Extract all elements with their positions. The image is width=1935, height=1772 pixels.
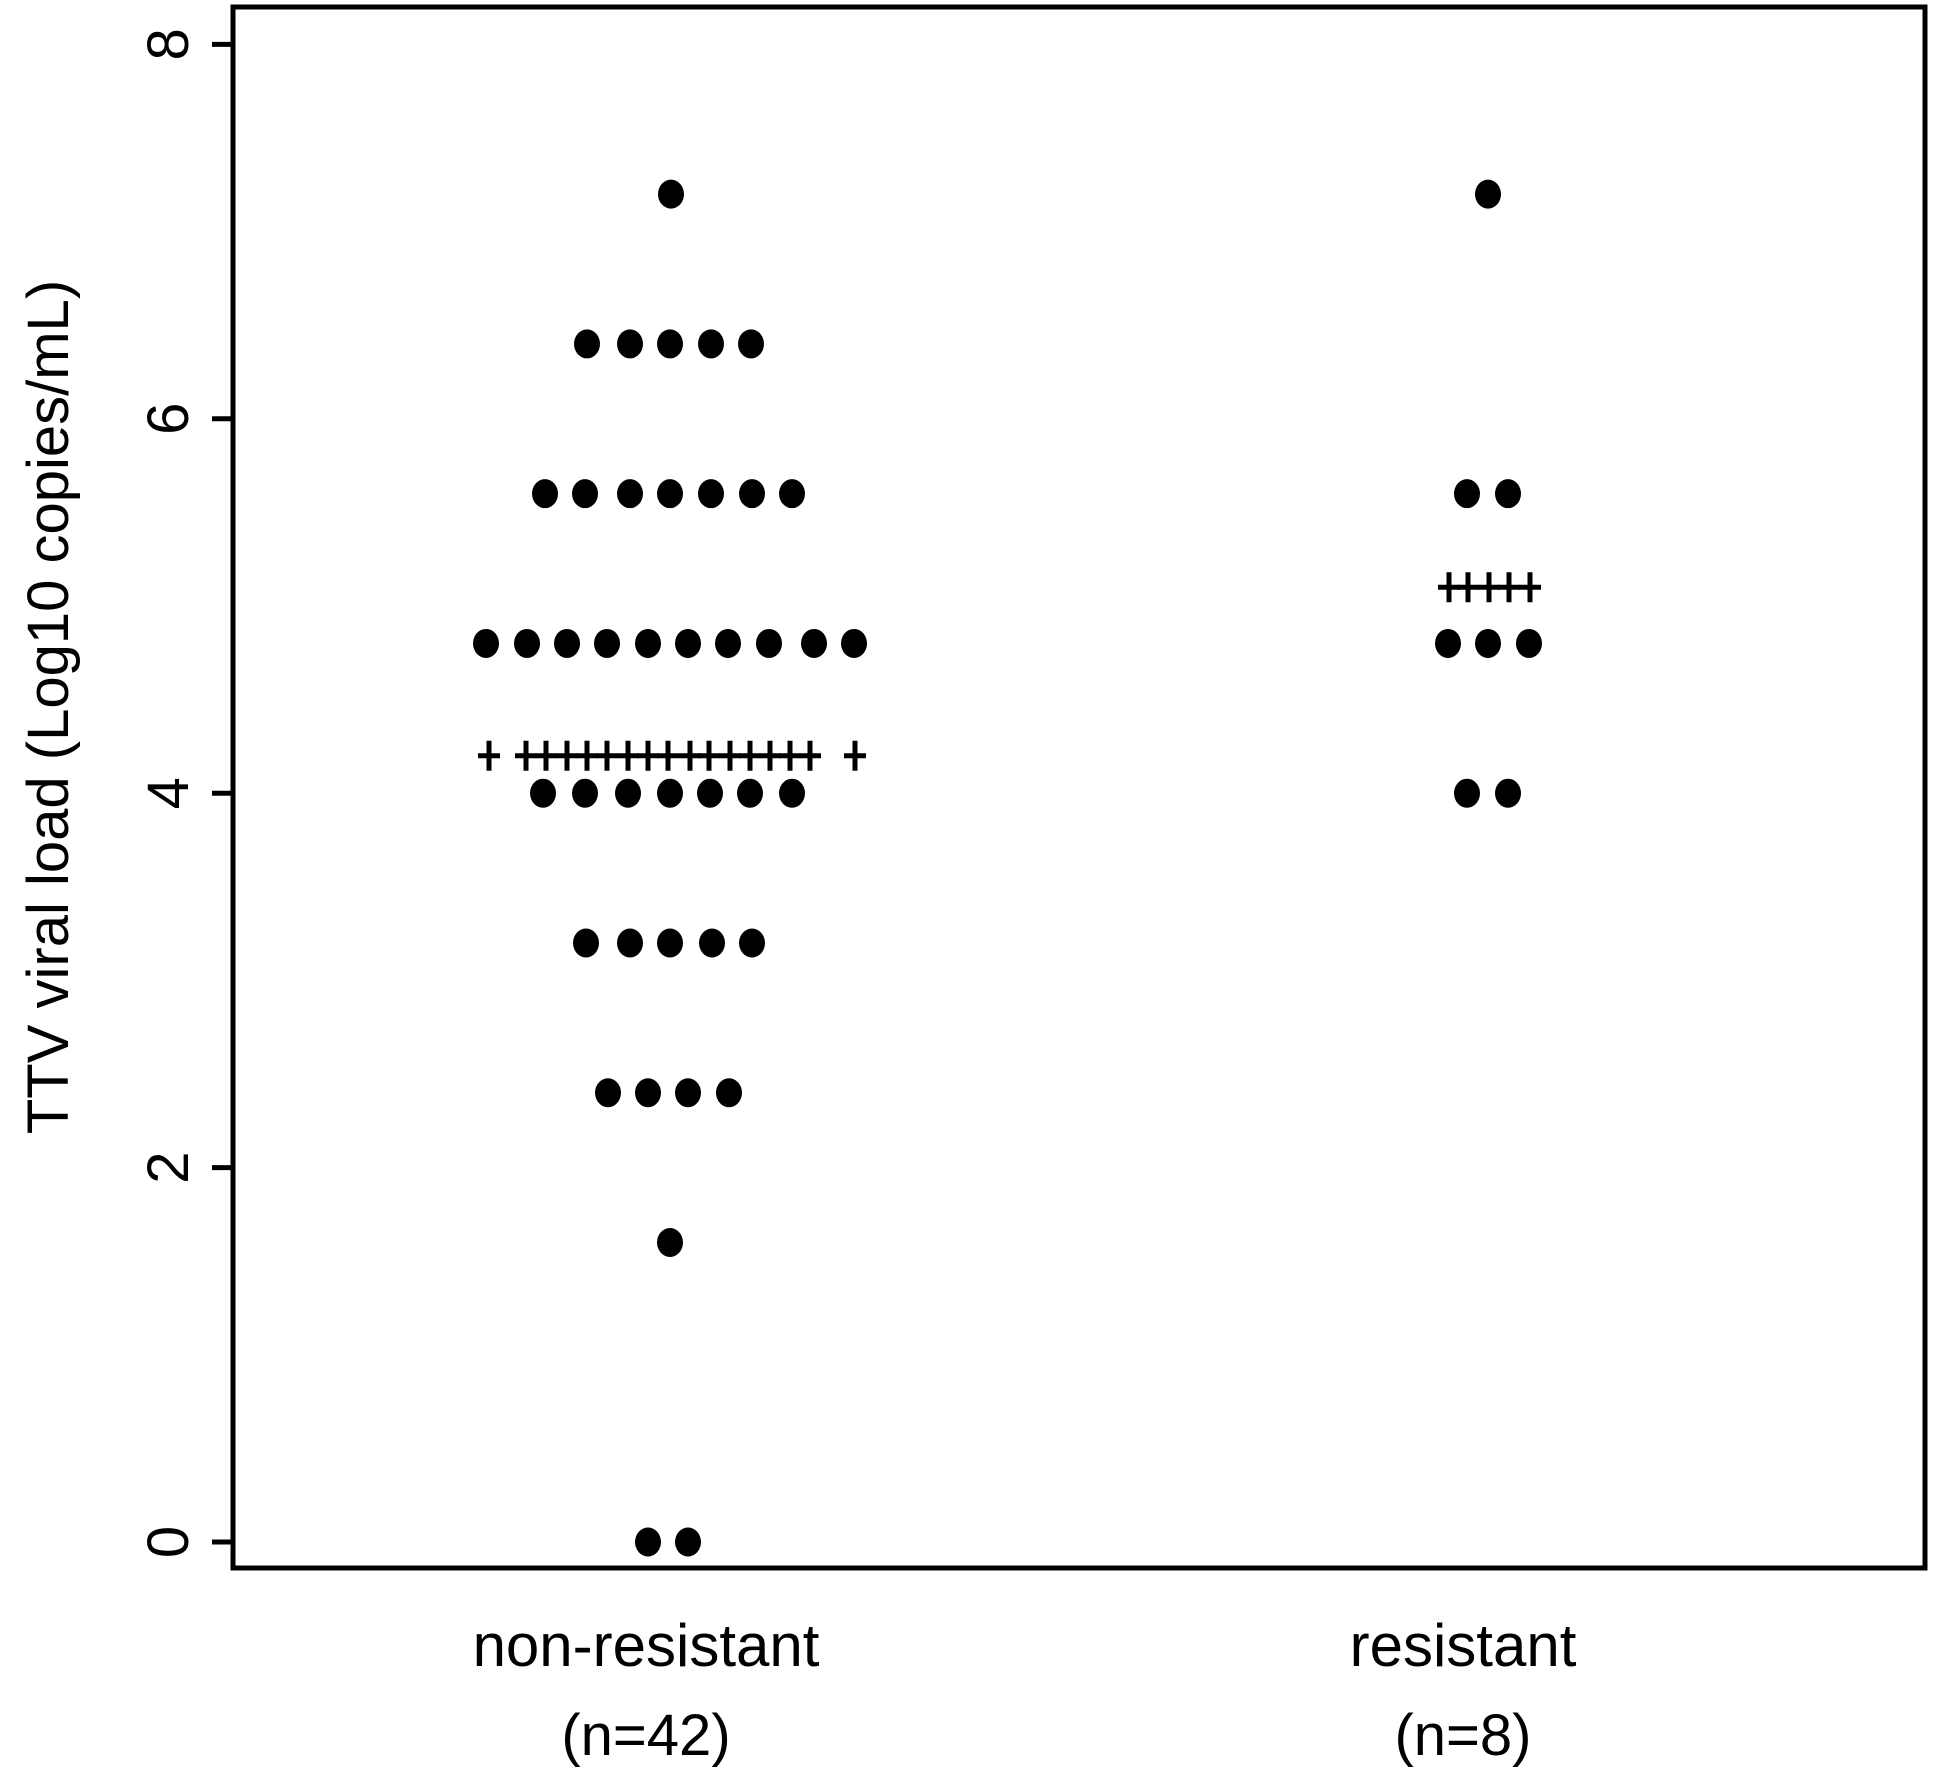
y-tick-label: 8 [136,28,201,60]
data-point-plus [556,740,578,771]
data-point-plus [799,740,821,771]
data-point-dot [595,1078,621,1108]
data-point-plus [657,740,679,771]
data-point-dot [1475,179,1501,209]
group-sublabel-non-resistant: (n=42) [561,1703,730,1768]
data-point-plus [637,740,659,771]
y-tick-label: 2 [136,1151,201,1183]
group-label-non-resistant: non-resistant [473,1612,820,1679]
data-point-dot [657,928,683,958]
data-point-dot [617,928,643,958]
data-point-plus [679,740,701,771]
data-point-dot [739,928,765,958]
data-point-plus [617,740,639,771]
data-point-plus [779,740,801,771]
data-point-dot [739,479,765,509]
data-point-plus [759,740,781,771]
data-point-dot [473,628,499,658]
data-point-dot [675,1078,701,1108]
data-point-dot [594,628,620,658]
data-point-dot [635,628,661,658]
data-point-dot [715,628,741,658]
plot-frame [230,4,1928,1571]
data-point-dot [1435,628,1461,658]
data-point-plus [576,740,598,771]
data-point-dot [779,778,805,808]
y-tick-label: 0 [136,1526,201,1558]
data-point-dot [572,778,598,808]
data-markers [473,179,1542,1557]
data-point-plus [1457,572,1479,603]
data-point-plus [739,740,761,771]
data-point-plus [1498,572,1520,603]
data-point-plus [535,740,557,771]
data-point-dot [573,928,599,958]
data-point-dot [1454,479,1480,509]
data-point-plus [515,740,537,771]
data-point-dot [698,479,724,509]
group-label-resistant: resistant [1350,1612,1577,1679]
data-point-dot [1516,628,1542,658]
data-point-dot [615,778,641,808]
y-tick-label: 4 [136,777,201,809]
data-point-dot [699,928,725,958]
data-point-dot [1454,778,1480,808]
data-point-dot [657,778,683,808]
data-point-plus [1438,572,1460,603]
data-point-plus [719,740,741,771]
group-sublabel-resistant: (n=8) [1394,1703,1531,1768]
data-point-dot [756,628,782,658]
data-point-dot [617,479,643,509]
data-point-dot [675,1527,701,1557]
data-point-plus [1478,572,1500,603]
data-point-dot [779,479,805,509]
data-point-plus [1519,572,1541,603]
data-point-dot [635,1078,661,1108]
data-point-dot [737,778,763,808]
data-point-plus [698,740,720,771]
data-point-dot [532,479,558,509]
data-point-dot [617,329,643,359]
data-point-dot [657,1227,683,1257]
data-point-dot [801,628,827,658]
data-point-dot [514,628,540,658]
data-point-dot [698,329,724,359]
y-tick-label: 6 [136,403,201,435]
data-point-dot [635,1527,661,1557]
data-point-dot [574,329,600,359]
data-point-dot [530,778,556,808]
data-point-plus [596,740,618,771]
data-point-plus [844,740,866,771]
data-point-dot [657,479,683,509]
data-point-dot [716,1078,742,1108]
data-point-dot [738,329,764,359]
data-point-dot [675,628,701,658]
data-point-dot [841,628,867,658]
data-point-plus [478,740,500,771]
data-point-dot [697,778,723,808]
data-point-dot [1495,778,1521,808]
data-point-dot [657,329,683,359]
data-point-dot [658,179,684,209]
y-axis-ticks: 8 6 4 2 0 [136,28,233,1558]
data-point-dot [1495,479,1521,509]
data-point-dot [1475,628,1501,658]
data-point-dot [554,628,580,658]
y-axis-title: TTV viral load (Log10 copies/mL) [16,280,81,1134]
data-point-dot [572,479,598,509]
